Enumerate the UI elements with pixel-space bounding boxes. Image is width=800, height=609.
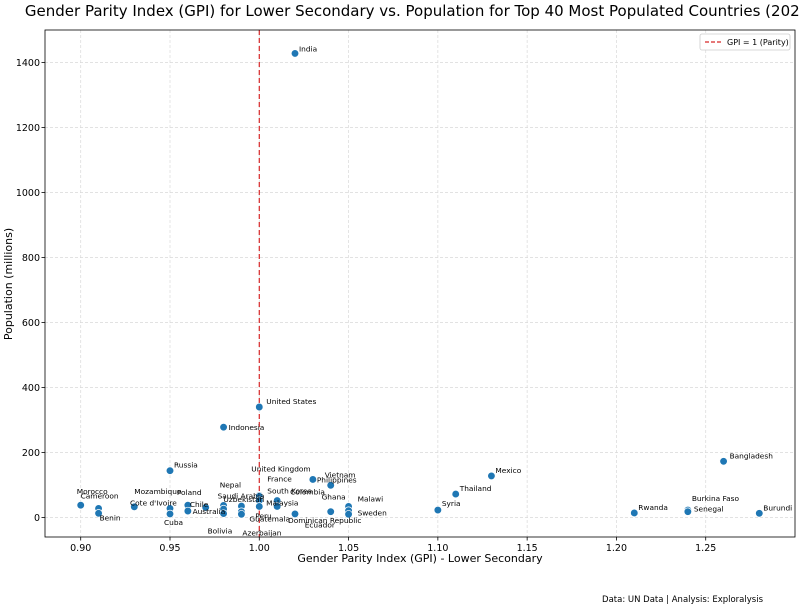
chart-title: Gender Parity Index (GPI) for Lower Seco… (25, 2, 800, 20)
plot-frame (44, 29, 796, 538)
y-tick-label: 1000 (16, 188, 40, 199)
point-label: Burundi (763, 503, 792, 512)
point-label: Rwanda (638, 503, 668, 512)
grid (45, 30, 795, 537)
data-point (219, 509, 228, 518)
point-label: Dominican Republic (288, 516, 361, 525)
point-label: Peru (255, 511, 272, 520)
x-tick-label: 1.20 (606, 543, 627, 554)
x-tick-label: 0.90 (70, 543, 91, 554)
point-label: Uzbekistan (223, 495, 264, 504)
data-point (94, 509, 103, 518)
point-label: Bangladesh (730, 451, 774, 460)
scatter-points (76, 49, 764, 519)
data-point (433, 505, 443, 515)
data-point (255, 502, 264, 511)
y-tick-label: 1400 (16, 58, 40, 69)
point-label: Australia (193, 507, 226, 516)
data-point (719, 457, 728, 466)
x-tick-label: 0.95 (159, 543, 180, 554)
point-label: Russia (174, 461, 198, 470)
point-label: Cameroon (81, 491, 119, 500)
y-tick-label: 0 (34, 513, 40, 524)
data-point (183, 506, 193, 516)
x-tick-label: 1.00 (249, 543, 270, 554)
y-tick-label: 200 (22, 448, 40, 459)
data-point (219, 423, 228, 432)
y-tick-label: 1200 (16, 123, 40, 134)
point-label: Cote d'Ivoire (130, 498, 177, 507)
point-label: Benin (100, 513, 121, 522)
data-point (326, 507, 335, 516)
y-axis-ticks: 0 200 400 600 800 1000 1200 1400 (16, 58, 45, 524)
point-labels: India United States Indonesia Bangladesh Rus… (77, 44, 792, 537)
point-label: Mozambique (134, 487, 182, 496)
x-tick-label: 1.25 (695, 543, 716, 554)
point-label: India (299, 44, 317, 53)
data-point (487, 471, 496, 481)
point-label: Malaysia (266, 498, 298, 507)
point-label: Sweden (358, 508, 388, 517)
y-tick-label: 400 (22, 383, 40, 394)
data-point (683, 507, 693, 516)
point-label: Morocco (77, 487, 108, 496)
legend: GPI = 1 (Parity) (699, 33, 791, 51)
point-label: Burkina Faso (692, 494, 740, 503)
data-point (755, 509, 764, 518)
point-label: Cuba (164, 518, 183, 527)
data-point (451, 489, 460, 499)
point-label: Senegal (694, 505, 724, 514)
credit-note: Data: UN Data | Analysis: Exploralysis (602, 595, 764, 605)
point-label: Syria (442, 499, 461, 508)
y-axis-label: Population (millions) (2, 228, 15, 340)
point-label: Ghana (322, 492, 346, 501)
legend-entry: GPI = 1 (Parity) (727, 38, 789, 47)
data-point (165, 466, 175, 475)
point-label: Indonesia (229, 423, 265, 432)
x-axis-ticks: 0.90 0.95 1.00 1.05 1.10 1.15 1.20 1.25 (70, 537, 716, 554)
y-tick-label: 600 (22, 318, 40, 329)
point-label: Nepal (220, 480, 241, 489)
data-point (326, 481, 335, 490)
point-label: Malawi (358, 495, 384, 504)
x-tick-label: 1.10 (427, 543, 448, 554)
x-tick-label: 1.15 (517, 543, 538, 554)
point-label: Azerbaijan (242, 528, 281, 537)
point-label: United States (266, 397, 316, 406)
data-point (201, 503, 210, 512)
point-label: South Korea (267, 487, 312, 496)
legend-box (699, 33, 791, 51)
point-label: Chile (190, 500, 209, 509)
data-point (76, 501, 85, 510)
point-label: Thailand (459, 484, 492, 493)
data-point (630, 508, 639, 518)
point-label: Guatemala (249, 515, 290, 524)
point-label: France (267, 474, 292, 483)
data-point (255, 402, 264, 412)
y-tick-label: 800 (22, 253, 40, 264)
point-label: Vietnam (325, 470, 356, 479)
data-point (290, 509, 300, 519)
data-point (272, 502, 282, 511)
point-label: Poland (177, 488, 202, 497)
data-point (237, 510, 246, 519)
data-point (130, 502, 139, 511)
point-label: Saudi Arabia (218, 491, 265, 500)
point-label: United Kingdom (251, 464, 310, 473)
point-label: Bolivia (208, 527, 233, 536)
point-label: Colombia (290, 488, 325, 497)
point-label: Mexico (495, 466, 521, 475)
point-label: Philippines (317, 475, 357, 484)
point-label: Ecuador (305, 521, 336, 530)
data-point (344, 510, 353, 519)
x-axis-label: Gender Parity Index (GPI) - Lower Second… (297, 552, 543, 565)
x-tick-label: 1.05 (338, 543, 359, 554)
data-point (308, 475, 318, 484)
data-point (290, 49, 300, 58)
data-point (165, 509, 175, 519)
